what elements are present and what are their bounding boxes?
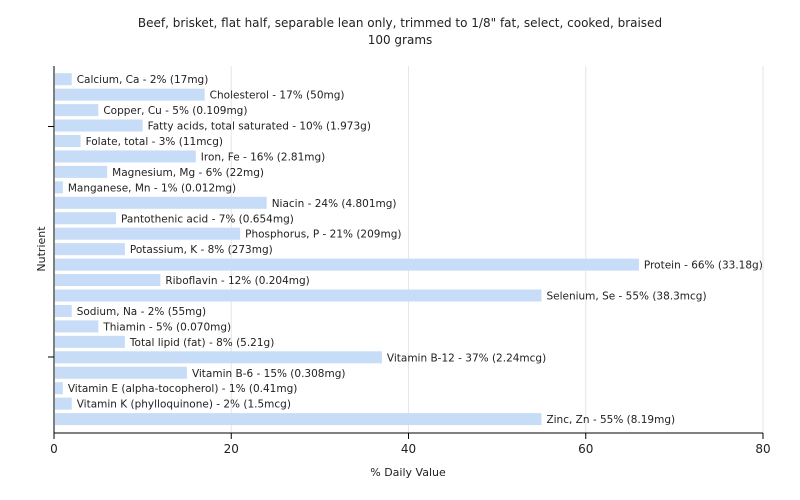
bar-label: Niacin - 24% (4.801mg) <box>272 198 397 210</box>
bar-label: Selenium, Se - 55% (38.3mcg) <box>546 291 706 303</box>
bar-label: Vitamin E (alpha-tocopherol) - 1% (0.41m… <box>68 383 297 395</box>
bar-label: Vitamin B-12 - 37% (2.24mcg) <box>387 352 546 364</box>
bar-label: Zinc, Zn - 55% (8.19mg) <box>546 414 675 426</box>
bar-label: Thiamin - 5% (0.070mg) <box>102 321 231 333</box>
bar <box>55 304 72 317</box>
bar-label: Riboflavin - 12% (0.204mg) <box>165 275 309 287</box>
bar-label: Folate, total - 3% (11mcg) <box>86 136 223 148</box>
x-tick-label: 20 <box>224 442 239 456</box>
x-tick-label: 80 <box>755 442 770 456</box>
x-axis-title: % Daily Value <box>370 466 446 479</box>
bar-label: Protein - 66% (33.18g) <box>644 260 763 272</box>
bar <box>55 73 72 86</box>
bar <box>55 274 161 287</box>
bar <box>55 119 143 132</box>
bar <box>55 227 241 240</box>
bar <box>55 181 63 194</box>
chart-subtitle: 100 grams <box>368 33 433 47</box>
bar-label: Magnesium, Mg - 6% (22mg) <box>112 167 264 179</box>
bar-label: Calcium, Ca - 2% (17mg) <box>77 74 209 86</box>
x-tick-label: 60 <box>578 442 593 456</box>
bar <box>55 366 187 379</box>
bar <box>55 382 63 395</box>
bar <box>55 351 382 364</box>
bar <box>55 289 542 302</box>
bar <box>55 88 205 101</box>
x-tick-label: 40 <box>401 442 416 456</box>
bar <box>55 397 72 410</box>
x-ticks: 0 20 40 60 80 <box>50 433 771 456</box>
bar <box>55 258 639 271</box>
x-tick-label: 0 <box>50 442 58 456</box>
gridlines <box>230 66 764 433</box>
bar-label: Potassium, K - 8% (273mg) <box>130 244 273 256</box>
chart-title: Beef, brisket, flat half, separable lean… <box>138 16 662 30</box>
bar-label: Vitamin K (phylloquinone) - 2% (1.5mcg) <box>77 399 291 411</box>
bar-label: Copper, Cu - 5% (0.109mg) <box>103 105 247 117</box>
bar <box>55 413 542 426</box>
bars: Calcium, Ca - 2% (17mg)Cholesterol - 17%… <box>55 73 763 426</box>
bar <box>55 196 267 209</box>
bar-label: Iron, Fe - 16% (2.81mg) <box>201 151 325 163</box>
y-axis-title: Nutrient <box>35 226 48 272</box>
bar-label: Manganese, Mn - 1% (0.012mg) <box>68 182 236 194</box>
bar-label: Phosphorus, P - 21% (209mg) <box>245 229 401 241</box>
bar-label: Total lipid (fat) - 8% (5.21g) <box>129 337 274 349</box>
bar <box>55 320 99 333</box>
bar-label: Sodium, Na - 2% (55mg) <box>77 306 206 318</box>
bar-label: Cholesterol - 17% (50mg) <box>210 90 345 102</box>
bar-label: Vitamin B-6 - 15% (0.308mg) <box>192 368 346 380</box>
bar <box>55 243 125 256</box>
bar-label: Pantothenic acid - 7% (0.654mg) <box>121 213 294 225</box>
bar <box>55 335 125 348</box>
bar <box>55 165 108 178</box>
bar <box>55 150 196 163</box>
bar <box>55 135 81 147</box>
bar-label: Fatty acids, total saturated - 10% (1.97… <box>148 121 371 133</box>
bar <box>55 212 117 225</box>
bar <box>55 104 99 117</box>
